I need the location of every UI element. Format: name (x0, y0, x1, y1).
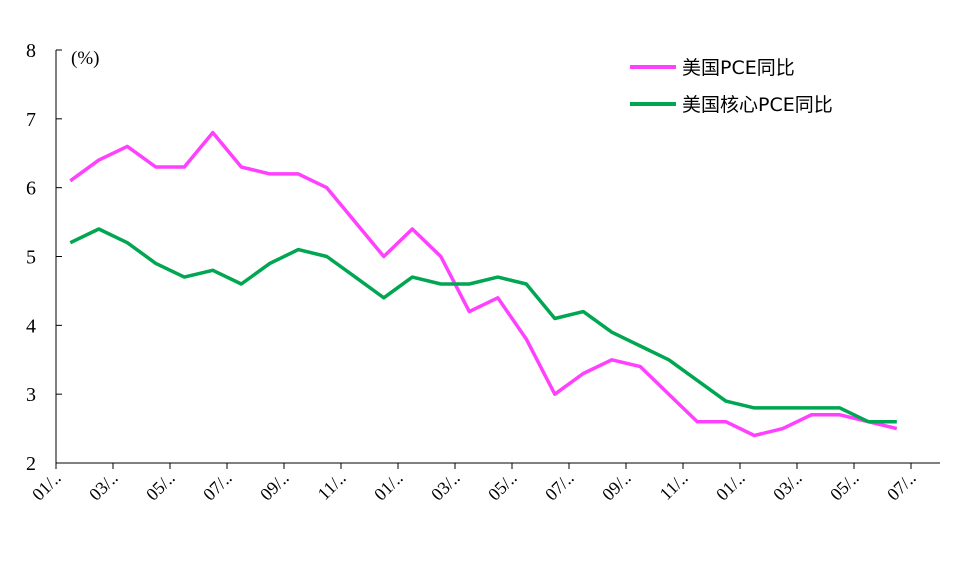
x-tick-label: 11/.. (656, 468, 692, 504)
unit-label: (%) (71, 48, 99, 69)
x-tick-label: 05/.. (826, 468, 863, 505)
x-tick-label: 03/.. (769, 468, 806, 505)
legend: 美国PCE同比 美国核心PCE同比 (630, 57, 833, 116)
y-tick-label: 8 (26, 40, 36, 62)
y-tick-label: 6 (26, 178, 36, 200)
series-line-core-pce (69, 227, 897, 424)
series-line-pce (69, 130, 898, 438)
x-ticks: 01/.. 03/.. 05/.. 07/.. 09/.. 11/.. 01/.. 03/..… (28, 463, 920, 504)
x-tick-label: 01/.. (712, 468, 749, 505)
y-tick-label: 2 (26, 453, 36, 475)
series-lines (69, 130, 898, 438)
y-tick-label: 3 (26, 384, 36, 406)
legend-label-pce: 美国PCE同比 (682, 57, 795, 79)
x-tick-label: 07/.. (199, 468, 236, 505)
x-tick-label: 09/.. (598, 468, 635, 505)
y-ticks: 2 3 4 5 6 7 8 (26, 40, 62, 475)
legend-item-core-pce: 美国核心PCE同比 (630, 94, 833, 116)
x-tick-label: 09/.. (256, 468, 293, 505)
legend-item-pce: 美国PCE同比 (630, 57, 795, 79)
x-tick-label: 07/.. (883, 468, 920, 505)
x-tick-label: 03/.. (427, 468, 464, 505)
legend-label-core-pce: 美国核心PCE同比 (682, 94, 833, 116)
x-tick-label: 07/.. (541, 468, 578, 505)
y-tick-label: 7 (26, 109, 36, 131)
x-tick-label: 05/.. (484, 468, 521, 505)
x-tick-label: 01/.. (370, 468, 407, 505)
x-tick-label: 05/.. (142, 468, 179, 505)
x-tick-label: 11/.. (314, 468, 350, 504)
y-tick-label: 4 (26, 315, 36, 337)
y-tick-label: 5 (26, 247, 36, 269)
x-tick-label: 03/.. (85, 468, 122, 505)
